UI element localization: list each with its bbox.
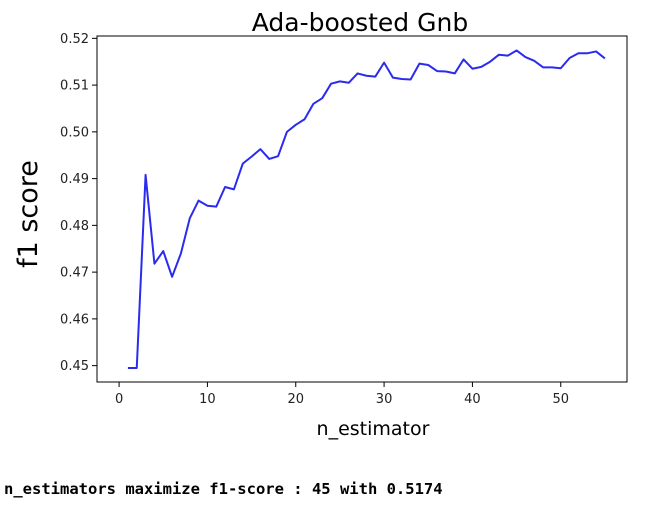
result-output-text: n_estimators maximize f1-score : 45 with…: [4, 480, 443, 498]
series-layer: [127, 49, 606, 369]
x-tick-label: 0: [115, 392, 123, 407]
y-tick-label: 0.49: [60, 172, 89, 187]
series-line: [127, 49, 606, 369]
line-chart: Ada-boosted Gnb 0.45 0.46 0.47 0.48 0.49 0.50…: [13, 8, 628, 440]
y-tick-label: 0.48: [60, 219, 89, 234]
y-tick-label: 0.51: [60, 79, 89, 94]
y-tick-label: 0.47: [60, 266, 89, 281]
x-tick-label: 50: [552, 392, 569, 407]
x-tick-label: 40: [464, 392, 481, 407]
chart-title: Ada-boosted Gnb: [252, 8, 468, 37]
plot-frame: [96, 35, 628, 383]
x-tick-label: 20: [287, 392, 304, 407]
y-tick-label: 0.46: [60, 312, 89, 327]
x-axis: 0 10 20 30 40 50: [115, 382, 569, 407]
y-axis-label: f1 score: [13, 160, 44, 268]
x-tick-label: 30: [376, 392, 393, 407]
y-tick-label: 0.50: [60, 125, 89, 140]
x-axis-label: n_estimator: [317, 418, 430, 440]
y-axis: 0.45 0.46 0.47 0.48 0.49 0.50 0.51 0.52: [60, 32, 97, 374]
y-tick-label: 0.45: [60, 359, 89, 374]
y-tick-label: 0.52: [60, 32, 89, 47]
x-tick-label: 10: [199, 392, 216, 407]
